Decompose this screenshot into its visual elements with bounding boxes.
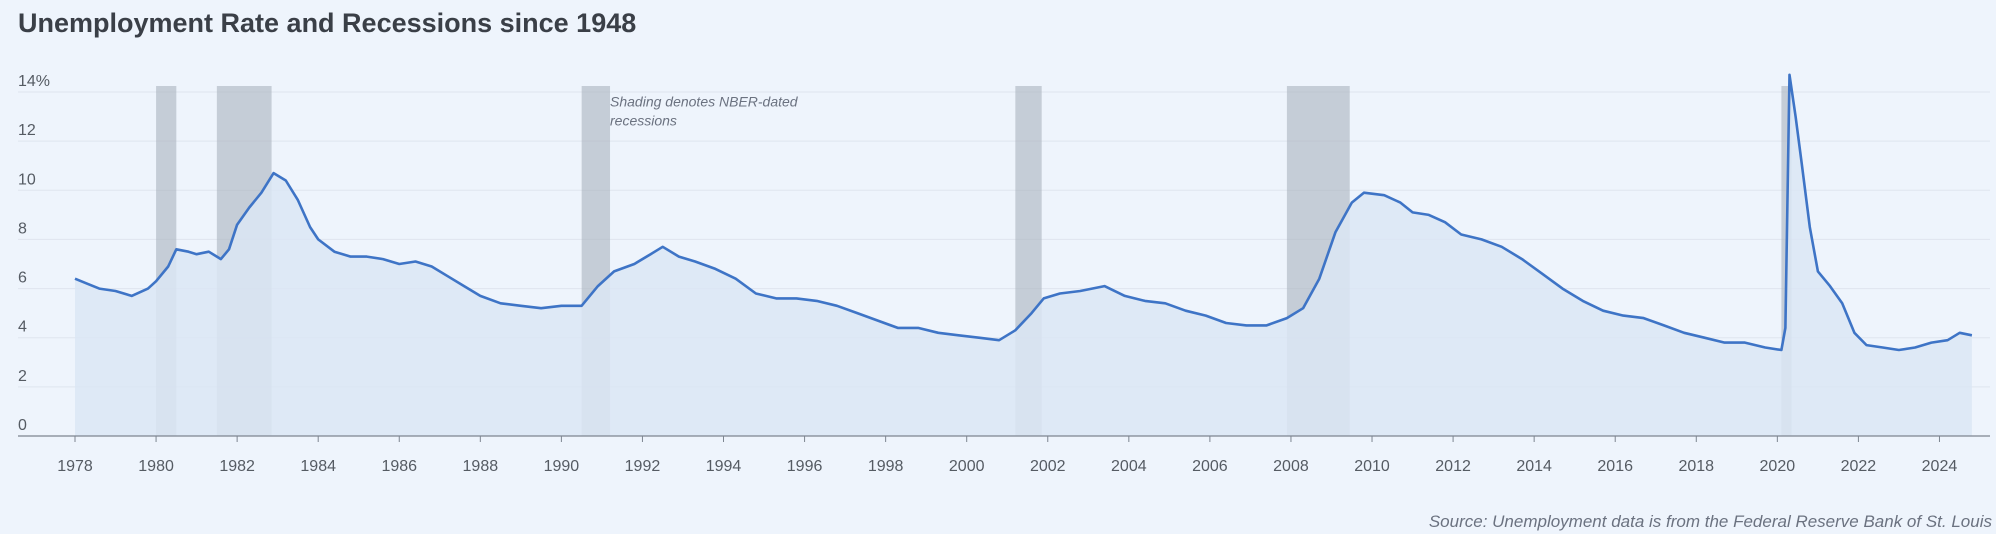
x-tick-label: 1994 xyxy=(706,458,742,475)
x-tick-label: 2010 xyxy=(1354,458,1390,475)
y-tick-label: 10 xyxy=(18,171,36,188)
x-tick-label: 1988 xyxy=(463,458,499,475)
x-tick-label: 1986 xyxy=(381,458,417,475)
x-tick-label: 1996 xyxy=(787,458,823,475)
unemployment-line xyxy=(74,73,1973,352)
chart-title: Unemployment Rate and Recessions since 1… xyxy=(18,8,637,38)
x-tick-label: 2014 xyxy=(1516,458,1552,475)
x-tick-label: 2020 xyxy=(1760,458,1796,475)
annotation-line-1: Shading denotes NBER-dated xyxy=(610,94,799,110)
x-tick-label: 1984 xyxy=(300,458,336,475)
x-tick-label: 2022 xyxy=(1841,458,1877,475)
y-tick-label: 0 xyxy=(18,417,27,434)
source-note: Source: Unemployment data is from the Fe… xyxy=(1428,512,1992,531)
x-tick-label: 1980 xyxy=(138,458,174,475)
x-tick-label: 1992 xyxy=(625,458,661,475)
annotation-group: Shading denotes NBER-dated recessions xyxy=(610,94,799,129)
x-tick-label: 2002 xyxy=(1030,458,1066,475)
x-axis: 1978 1980 1982 1984 1986 1988 1990 1992 1994 1996… xyxy=(18,435,1990,475)
x-tick-label: 1998 xyxy=(868,458,904,475)
x-tick-label: 2000 xyxy=(949,458,985,475)
x-tick-label: 2006 xyxy=(1192,458,1228,475)
y-tick-label: 8 xyxy=(18,220,27,237)
annotation-line-2: recessions xyxy=(610,113,677,129)
y-tick-label: 6 xyxy=(18,270,27,287)
y-axis-ticks: 0 2 4 6 8 10 12 14% xyxy=(18,73,50,434)
y-tick-label: 2 xyxy=(18,368,27,385)
y-tick-label: 14% xyxy=(18,73,50,90)
x-tick-label: 2008 xyxy=(1273,458,1309,475)
x-tick-label: 2012 xyxy=(1435,458,1471,475)
x-tick-label: 2004 xyxy=(1111,458,1147,475)
area-fill-path xyxy=(75,74,1972,437)
y-tick-label: 4 xyxy=(18,319,27,336)
x-tick-label: 1978 xyxy=(57,458,93,475)
x-tick-label: 2024 xyxy=(1922,458,1958,475)
x-tick-label: 1982 xyxy=(219,458,255,475)
x-tick-label: 1990 xyxy=(544,458,580,475)
x-tick-label: 2018 xyxy=(1678,458,1714,475)
y-tick-label: 12 xyxy=(18,122,36,139)
x-tick-label: 2016 xyxy=(1597,458,1633,475)
area-fill xyxy=(74,73,1973,437)
